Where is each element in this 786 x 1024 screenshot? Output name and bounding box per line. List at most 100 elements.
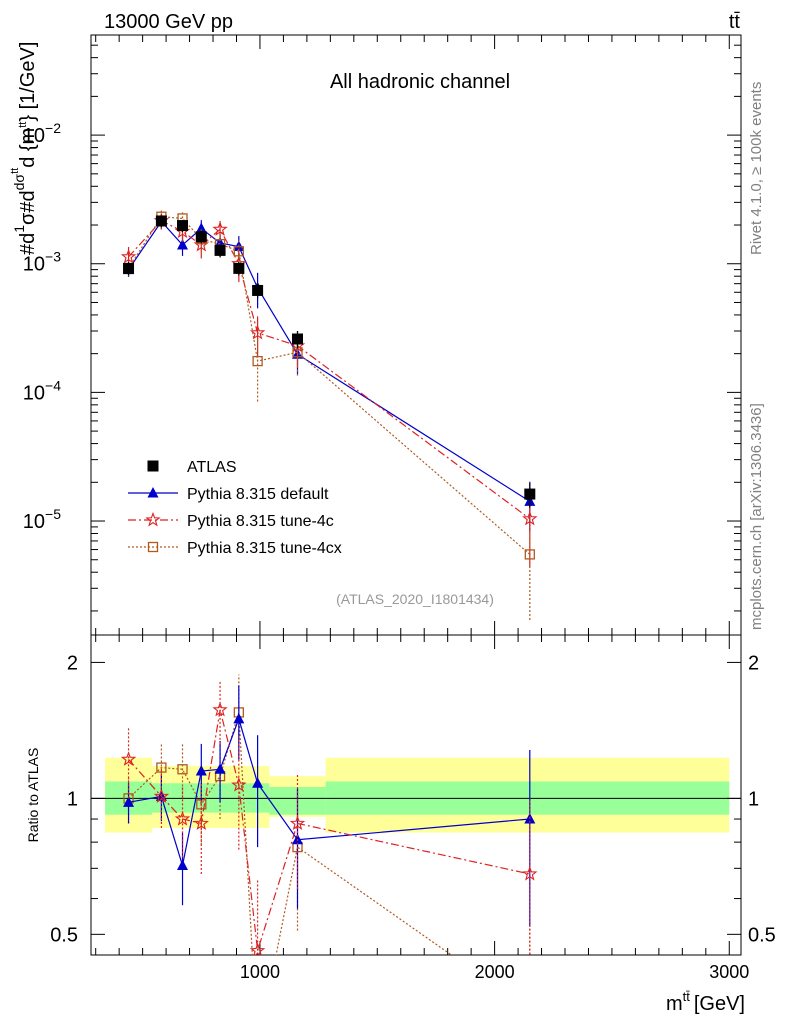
ratio-data-point: [174, 810, 191, 826]
main-series-3: [123, 209, 535, 621]
data-point: [177, 238, 189, 250]
legend-item: ATLAS: [147, 459, 237, 476]
ytick-exp: −4: [45, 377, 61, 393]
ratio-ytick-label-left: 0.5: [50, 924, 78, 946]
ytick-exp: −3: [45, 249, 61, 265]
ratio-data-point: [231, 777, 247, 792]
main-series-0: [123, 215, 536, 508]
legend-marker: [145, 511, 161, 527]
ratio-ytick-label-right: 1: [748, 788, 759, 810]
legend-marker: [147, 541, 159, 553]
legend: ATLAS Pythia 8.315 default Pythia 8.315 tu…: [128, 459, 342, 557]
data-point: [522, 510, 538, 526]
ytick-base: 10: [23, 254, 45, 276]
ratio-ytick-label-right: 2: [748, 652, 759, 674]
main-ylabel-text: #d1σ#ddσttd {mtt} [1/GeV]: [9, 42, 39, 255]
data-point: [249, 324, 266, 340]
main-ytick-label: 10−5: [23, 506, 61, 533]
ratio-data-point: [212, 701, 228, 717]
ratio-data-point: [289, 815, 306, 830]
data-point: [155, 215, 167, 227]
ytick-exp: −5: [45, 506, 61, 522]
ratio-series: [120, 674, 538, 1014]
ratio-ytick-label-left: 2: [67, 652, 78, 674]
channel-label: All hadronic channel: [330, 71, 510, 93]
analysis-id-label: (ATLAS_2020_I1801434): [336, 591, 494, 607]
mcplots-label: mcplots.cern.ch [arXiv:1306.3436]: [748, 403, 765, 630]
ytick-base: 10: [23, 382, 45, 404]
ratio-data-point: [177, 764, 188, 775]
data-point: [233, 262, 245, 274]
ratio-ytick-label-left: 1: [67, 788, 78, 810]
xtick-label: 3000: [709, 962, 749, 982]
ratio-data-point: [193, 815, 209, 830]
data-point: [524, 549, 535, 560]
xlabel-base: m: [666, 993, 683, 1015]
ratio-data-point: [156, 762, 167, 773]
data-point: [252, 355, 263, 367]
data-point: [233, 246, 244, 257]
legend-item: Pythia 8.315 tune-4c: [128, 511, 334, 530]
data-point: [214, 244, 226, 256]
xlabel-unit: [GeV]: [694, 993, 745, 1015]
main-ylabel: #d1σ#ddσttd {mtt} [1/GeV]: [9, 42, 39, 255]
data-point: [195, 222, 207, 233]
ratio-data-point: [522, 865, 538, 881]
xlabel-sup: tt̄: [683, 989, 691, 1004]
ratio-data-point: [525, 1005, 534, 1014]
legend-label: Pythia 8.315 tune-4c: [187, 513, 334, 530]
ratio-panel: 0.5 0.5 1 1 2 2 1000 2000 3000 Ratio to ATLAS: [25, 634, 776, 1014]
legend-marker: [147, 487, 159, 498]
data-point: [252, 284, 264, 296]
main-series-1: [123, 214, 536, 533]
ytick-exp: −2: [45, 120, 61, 136]
legend-label: Pythia 8.315 tune-4cx: [187, 540, 342, 557]
ytick-base: 10: [23, 511, 45, 533]
ratio-series-line: [128, 709, 530, 951]
ratio-data-point: [252, 777, 264, 788]
ratio-series-1: [120, 680, 538, 955]
xtick-label: 2000: [475, 962, 515, 982]
legend-label: ATLAS: [187, 459, 237, 476]
title-right: tt̄: [729, 11, 741, 33]
ratio-data-point: [177, 859, 189, 871]
rivet-version-label: Rivet 4.1.0, ≥ 100k events: [748, 82, 765, 255]
legend-label: Pythia 8.315 default: [187, 486, 329, 503]
ratio-data-point: [233, 712, 245, 724]
data-point: [120, 248, 137, 264]
xtick-label: 1000: [240, 962, 280, 982]
ratio-ylabel: Ratio to ATLAS: [25, 748, 41, 843]
legend-marker: [147, 460, 159, 472]
legend-item: Pythia 8.315 tune-4cx: [128, 540, 342, 557]
main-ytick-label: 10−4: [23, 377, 61, 404]
xlabel: mtt̄ [GeV]: [666, 989, 745, 1015]
ratio-data-point: [249, 942, 266, 955]
ratio-axis-ticks: 0.5 0.5 1 1 2 2 1000 2000 3000: [50, 635, 776, 982]
main-series: [120, 209, 538, 621]
data-point: [123, 262, 135, 274]
ratio-data-point: [195, 764, 207, 776]
ratio-ytick-label-right: 0.5: [748, 924, 776, 946]
data-point: [291, 333, 303, 345]
main-ytick-label: 10−2: [23, 120, 61, 147]
ratio-data-point: [153, 788, 170, 803]
ratio-series-line: [128, 712, 453, 955]
title-left: 13000 GeV pp: [104, 11, 233, 33]
ratio-data-point: [123, 796, 135, 807]
main-axis-ticks: 10−510−410−310−2: [23, 34, 741, 635]
ratio-frame: [90, 634, 742, 956]
ratio-data-point: [291, 833, 303, 845]
data-point: [524, 488, 536, 500]
main-ytick-label: 10−3: [23, 249, 61, 276]
data-point: [195, 231, 207, 243]
ytick-base: 10: [23, 125, 45, 147]
ratio-data-point: [214, 763, 226, 774]
data-point: [212, 221, 228, 236]
data-point: [177, 220, 189, 232]
ratio-data-point: [120, 751, 137, 766]
series-line: [127, 216, 531, 555]
legend-item: Pythia 8.315 default: [128, 486, 329, 503]
main-panel: 10−510−410−310−2 All hadronic channel (A…: [9, 34, 742, 636]
series-line: [128, 219, 531, 520]
